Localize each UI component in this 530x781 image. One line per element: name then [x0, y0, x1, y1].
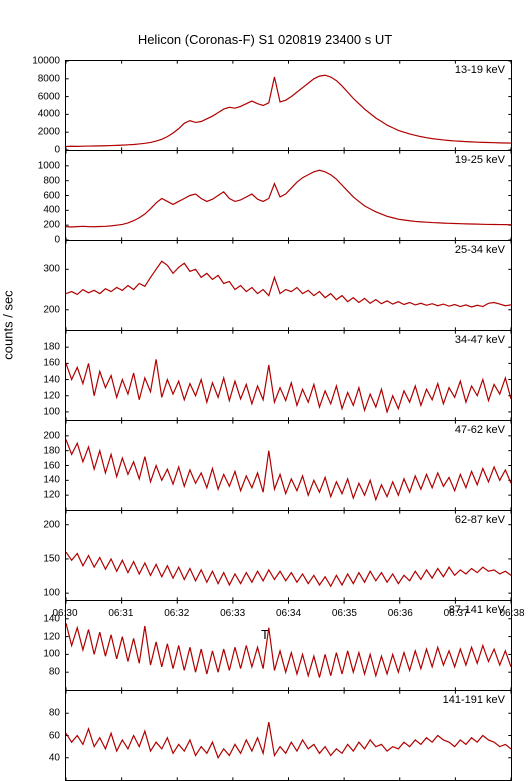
data-line-1 [66, 170, 511, 227]
panel-4: 47-62 keV120140160180200 [65, 420, 512, 510]
y-tick-label: 60 [49, 730, 60, 741]
x-tick-label: 06:35 [332, 608, 357, 619]
y-tick-label: 300 [43, 264, 60, 275]
panel-svg-4 [66, 421, 511, 510]
y-tick-label: 4000 [38, 109, 60, 120]
y-tick-label: 100 [43, 406, 60, 417]
x-tick-label: 06:34 [276, 608, 301, 619]
y-axis-label: counts / sec [1, 290, 16, 359]
panel-0: 13-19 keV0200040006000800010000 [65, 60, 512, 150]
data-line-0 [66, 75, 511, 146]
y-tick-label: 800 [43, 175, 60, 186]
data-line-2 [66, 261, 511, 307]
x-tick-label: 06:31 [108, 608, 133, 619]
panel-svg-3 [66, 331, 511, 420]
y-tick-label: 150 [43, 553, 60, 564]
x-tick-label: 06:32 [164, 608, 189, 619]
data-line-4 [66, 440, 511, 500]
y-tick-label: 200 [43, 430, 60, 441]
y-tick-label: 200 [43, 220, 60, 231]
y-tick-label: 2000 [38, 127, 60, 138]
panel-svg-0 [66, 61, 511, 150]
y-tick-label: 80 [49, 708, 60, 719]
y-tick-label: 140 [43, 475, 60, 486]
y-tick-label: 120 [43, 490, 60, 501]
x-ticks: 06:3006:3106:3206:3306:3406:3506:3606:37… [65, 608, 512, 622]
x-tick-label: 06:30 [52, 608, 77, 619]
panel-label-4: 47-62 keV [455, 424, 505, 436]
y-tick-label: 140 [43, 374, 60, 385]
y-ticks-3: 100 120 140 160 180 [16, 331, 66, 420]
data-line-6 [66, 623, 511, 677]
panel-label-7: 141-191 keV [443, 694, 505, 706]
y-ticks-4: 120 140 160 180 200 [16, 421, 66, 510]
panel-svg-2 [66, 241, 511, 330]
panel-2: 25-34 keV200300 [65, 240, 512, 330]
y-ticks-1: 02004006008001000 [16, 151, 66, 240]
y-tick-label: 180 [43, 445, 60, 456]
y-tick-label: 100 [43, 588, 60, 599]
y-tick-label: 6000 [38, 91, 60, 102]
panel-label-5: 62-87 keV [455, 514, 505, 526]
y-tick-label: 200 [43, 519, 60, 530]
panel-svg-5 [66, 511, 511, 600]
panel-label-6: 87-141 keV [449, 604, 505, 616]
panel-7: 141-191 keV406080 [65, 690, 512, 781]
y-tick-label: 120 [43, 390, 60, 401]
y-ticks-5: 100 150 200 [16, 511, 66, 600]
panel-3: 34-47 keV100120140160180 [65, 330, 512, 420]
y-tick-label: 200 [43, 304, 60, 315]
y-tick-label: 120 [43, 631, 60, 642]
data-line-7 [66, 722, 511, 758]
y-tick-label: 8000 [38, 73, 60, 84]
x-tick-label: 06:33 [220, 608, 245, 619]
y-ticks-2: 200 300 [16, 241, 66, 330]
y-tick-label: 100 [43, 649, 60, 660]
panel-label-1: 19-25 keV [455, 154, 505, 166]
y-ticks-0: 0200040006000800010000 [16, 61, 66, 150]
y-tick-label: 160 [43, 460, 60, 471]
data-line-5 [66, 552, 511, 586]
y-tick-label: 600 [43, 190, 60, 201]
y-tick-label: 180 [43, 342, 60, 353]
y-tick-label: 80 [49, 667, 60, 678]
y-ticks-7: 40 60 80 [16, 691, 66, 780]
chart-container: Helicon (Coronas-F) S1 020819 23400 s UT… [0, 0, 530, 650]
panels-region: 13-19 keV020004000600080001000019-25 keV… [65, 60, 512, 606]
y-tick-label: 1000 [38, 160, 60, 171]
panel-label-0: 13-19 keV [455, 64, 505, 76]
y-tick-label: 40 [49, 752, 60, 763]
panel-svg-1 [66, 151, 511, 240]
y-tick-label: 400 [43, 205, 60, 216]
panel-label-3: 34-47 keV [455, 334, 505, 346]
data-line-3 [66, 359, 511, 412]
panel-5: 62-87 keV100150200 [65, 510, 512, 600]
y-tick-label: 10000 [32, 56, 60, 67]
y-tick-label: 160 [43, 358, 60, 369]
chart-title: Helicon (Coronas-F) S1 020819 23400 s UT [0, 32, 530, 47]
x-tick-label: 06:36 [388, 608, 413, 619]
panel-label-2: 25-34 keV [455, 244, 505, 256]
panel-1: 19-25 keV02004006008001000 [65, 150, 512, 240]
